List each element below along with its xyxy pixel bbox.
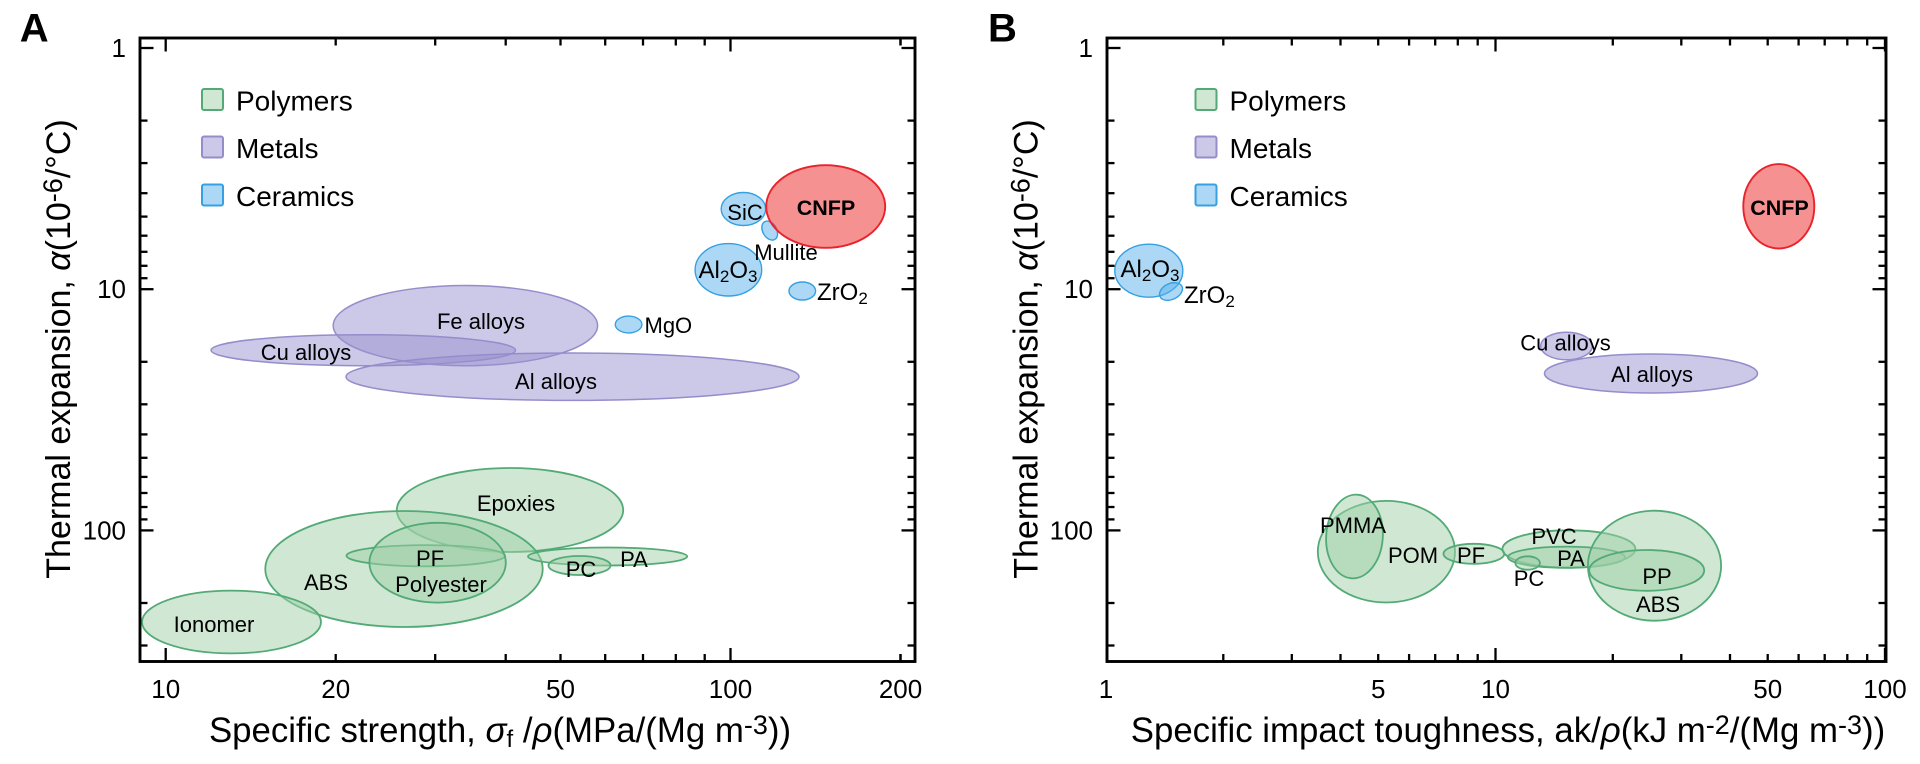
svg-text:Al2O3: Al2O3 bbox=[699, 257, 758, 286]
svg-text:ABS: ABS bbox=[1636, 592, 1680, 617]
svg-text:PC: PC bbox=[1514, 566, 1545, 591]
svg-text:Polyester: Polyester bbox=[395, 572, 487, 597]
svg-text:1: 1 bbox=[1099, 674, 1113, 704]
svg-text:A: A bbox=[20, 7, 49, 51]
svg-text:Specific impact toughness, ak/: Specific impact toughness, ak/ρ(kJ m-2/(… bbox=[1131, 710, 1885, 750]
svg-text:Fe alloys: Fe alloys bbox=[437, 309, 525, 334]
svg-text:100: 100 bbox=[709, 674, 752, 704]
svg-text:Al2O3: Al2O3 bbox=[1121, 256, 1180, 285]
svg-text:Epoxies: Epoxies bbox=[477, 491, 555, 516]
svg-text:Ionomer: Ionomer bbox=[174, 612, 255, 637]
svg-text:10: 10 bbox=[1481, 674, 1510, 704]
svg-text:20: 20 bbox=[321, 674, 350, 704]
svg-text:PVC: PVC bbox=[1531, 524, 1576, 549]
svg-text:Metals: Metals bbox=[1230, 133, 1312, 164]
svg-text:100: 100 bbox=[83, 515, 126, 545]
svg-text:200: 200 bbox=[879, 674, 922, 704]
svg-text:POM: POM bbox=[1388, 543, 1438, 568]
svg-text:ZrO2: ZrO2 bbox=[817, 279, 868, 308]
svg-text:1: 1 bbox=[1079, 33, 1093, 63]
svg-text:PC: PC bbox=[566, 557, 597, 582]
svg-text:50: 50 bbox=[1753, 674, 1782, 704]
svg-text:100: 100 bbox=[1050, 515, 1093, 545]
svg-text:50: 50 bbox=[546, 674, 575, 704]
svg-text:Ceramics: Ceramics bbox=[1230, 181, 1348, 212]
svg-text:Cu alloys: Cu alloys bbox=[261, 340, 351, 365]
svg-text:Mullite: Mullite bbox=[754, 240, 818, 265]
svg-text:Cu alloys: Cu alloys bbox=[1520, 331, 1610, 356]
svg-text:Ceramics: Ceramics bbox=[236, 181, 354, 212]
svg-text:PMMA: PMMA bbox=[1320, 513, 1386, 538]
svg-text:SiC: SiC bbox=[727, 200, 763, 225]
svg-text:Al alloys: Al alloys bbox=[1611, 362, 1693, 387]
svg-text:ZrO2: ZrO2 bbox=[1184, 282, 1235, 311]
svg-text:10: 10 bbox=[1064, 274, 1093, 304]
svg-text:CNFP: CNFP bbox=[797, 196, 856, 220]
svg-text:PA: PA bbox=[1557, 546, 1585, 571]
svg-text:1: 1 bbox=[112, 33, 126, 63]
svg-text:Polymers: Polymers bbox=[1230, 86, 1347, 117]
svg-text:MgO: MgO bbox=[645, 313, 693, 338]
svg-text:Metals: Metals bbox=[236, 133, 318, 164]
svg-text:ABS: ABS bbox=[304, 570, 348, 595]
svg-text:CNFP: CNFP bbox=[1750, 196, 1809, 220]
svg-text:PP: PP bbox=[1642, 564, 1671, 589]
svg-text:PF: PF bbox=[1457, 543, 1485, 568]
svg-text:PA: PA bbox=[620, 547, 648, 572]
svg-text:Al alloys: Al alloys bbox=[515, 369, 597, 394]
svg-text:PF: PF bbox=[416, 546, 444, 571]
svg-text:Thermal expansion, α(10-6/°C): Thermal expansion, α(10-6/°C) bbox=[38, 119, 78, 579]
svg-text:B: B bbox=[988, 7, 1017, 51]
svg-text:100: 100 bbox=[1863, 674, 1906, 704]
svg-text:Polymers: Polymers bbox=[236, 86, 353, 117]
svg-text:10: 10 bbox=[151, 674, 180, 704]
svg-text:5: 5 bbox=[1371, 674, 1385, 704]
svg-text:Specific strength, σf /ρ(MPa/(: Specific strength, σf /ρ(MPa/(Mg m-3)) bbox=[209, 710, 791, 753]
svg-text:10: 10 bbox=[97, 274, 126, 304]
